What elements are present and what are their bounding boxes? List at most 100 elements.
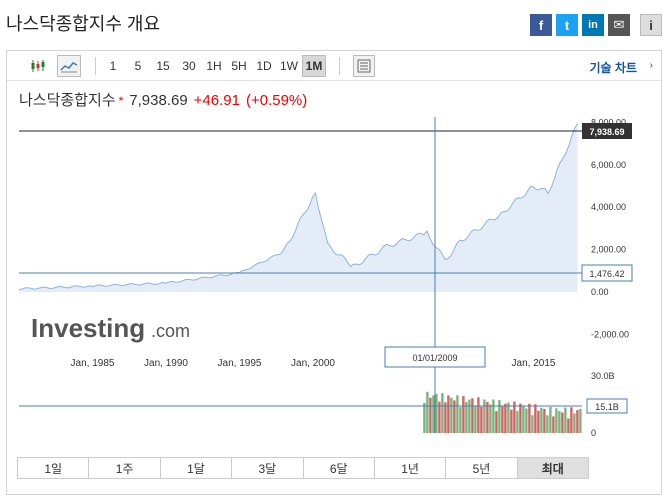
volume-bar [540,407,543,433]
volume-bar [435,394,438,433]
volume-bar [543,408,546,433]
volume-tag-text: 15.1B [595,402,619,412]
volume-axis: 30.0B 0 [591,371,615,438]
volume-bar [477,397,480,433]
volume-bar [426,391,429,433]
y-tick-label: -2,000.00 [591,329,629,339]
share-bar: f t in ✉ i [530,14,662,36]
range-3mo[interactable]: 3달 [232,458,304,478]
volume-tick-label: 30.0B [591,371,615,381]
interval-1h[interactable]: 1H [206,59,222,73]
volume-bar [567,418,570,433]
price-line [18,123,579,291]
info-icon[interactable]: i [640,14,662,36]
price-change-pct: (+0.59%) [245,92,308,109]
volume-bar [471,398,474,433]
volume-bar [438,401,441,433]
interval-1d[interactable]: 1D [256,59,272,73]
quote-line: 나스닥종합지수 * 7,938.69 +46.91 (+0.59%) [19,89,307,110]
range-max[interactable]: 최대 [517,458,588,478]
volume-bar [519,403,522,433]
page-title: 나스닥종합지수 개요 [6,14,161,34]
interval-1m[interactable]: 1M [302,55,326,77]
technical-chart-link[interactable]: 기술 차트 [589,61,638,75]
interval-1[interactable]: 1 [109,59,117,73]
email-icon[interactable]: ✉ [608,14,630,36]
interval-5h[interactable]: 5H [231,59,247,73]
volume-bar [531,415,534,433]
twitter-icon[interactable]: t [556,14,578,36]
chart-panel: 1 5 15 30 1H 5H 1D 1W 1M 기술 차트 › 나스닥종합지수… [6,50,662,495]
volume-bars [423,391,582,433]
linkedin-icon[interactable]: in [582,14,604,36]
interval-30[interactable]: 30 [182,59,196,73]
volume-bar [528,403,531,433]
candlestick-icon[interactable] [27,55,49,77]
price-area-fill [19,123,578,292]
volume-bar [570,407,573,433]
volume-bar [432,395,435,433]
instrument-name: 나스닥종합지수 [19,92,116,109]
crosshair-price-text: 1,476.42 [589,269,624,279]
range-1d[interactable]: 1일 [18,458,90,478]
facebook-icon[interactable]: f [530,14,552,36]
volume-bar [558,410,561,433]
x-tick-label: Jan, 2015 [512,358,556,369]
interval-15[interactable]: 15 [156,59,170,73]
volume-bar [573,413,576,433]
volume-bar [501,406,504,433]
price-chart[interactable]: 8,000.00 6,000.00 4,000.00 2,000.00 0.00 -2,0… [7,111,661,451]
volume-bar [441,393,444,433]
volume-bar [444,402,447,433]
y-tick-label: 6,000.00 [591,160,626,170]
volume-bar [480,406,483,433]
settings-panel-icon[interactable] [353,55,375,77]
last-price-tag [582,123,632,139]
volume-tag [586,398,628,414]
range-1w[interactable]: 1주 [89,458,161,478]
volume-bar [465,402,468,433]
volume-bar [504,403,507,433]
range-1mo[interactable]: 1달 [160,458,233,478]
chevron-right-icon: › [649,60,653,71]
interval-5[interactable]: 5 [134,59,142,73]
volume-bar [534,404,537,433]
volume-bar [462,395,465,433]
volume-bar [579,408,582,433]
x-tick-label: Jan, 1995 [218,358,262,369]
last-price: 7,938.69 [129,92,188,109]
volume-bar [522,406,525,433]
volume-bar [453,400,456,433]
volume-bar [495,411,498,433]
range-selector: 1일 1주 1달 3달 6달 1년 5년 최대 [17,457,589,479]
y-tick-label: 8,000.00 [591,117,626,127]
volume-bar [492,399,495,433]
volume-bar [552,416,555,433]
volume-bar [564,407,567,433]
volume-bar [498,400,501,433]
volume-bar [423,403,426,433]
range-6mo[interactable]: 6달 [303,458,375,478]
investing-logo: Investing [31,313,145,343]
range-5y[interactable]: 5년 [446,458,518,478]
area-chart-icon[interactable] [57,55,81,77]
x-tick-label: Jan, 2000 [291,358,335,369]
volume-bar [561,412,564,433]
volume-tick-label: 0 [591,428,596,438]
volume-bar [516,411,519,433]
y-tick-label: 4,000.00 [591,202,626,212]
volume-bar [486,402,489,433]
y-axis: 8,000.00 6,000.00 4,000.00 2,000.00 0.00 -2,0… [591,117,629,339]
last-price-tag-text: 7,938.69 [589,127,624,137]
chart-toolbar: 1 5 15 30 1H 5H 1D 1W 1M 기술 차트 › [7,51,661,81]
volume-bar [546,415,549,433]
range-1y[interactable]: 1년 [374,458,447,478]
volume-bar [525,408,528,433]
y-tick-label: 0.00 [591,287,609,297]
crosshair-date-text: 01/01/2009 [412,353,457,363]
volume-bar [549,407,552,433]
delayed-star: * [118,94,124,108]
interval-1w[interactable]: 1W [280,59,298,73]
x-tick-label: Jan, 1990 [144,358,188,369]
toolbar-divider [339,57,340,75]
